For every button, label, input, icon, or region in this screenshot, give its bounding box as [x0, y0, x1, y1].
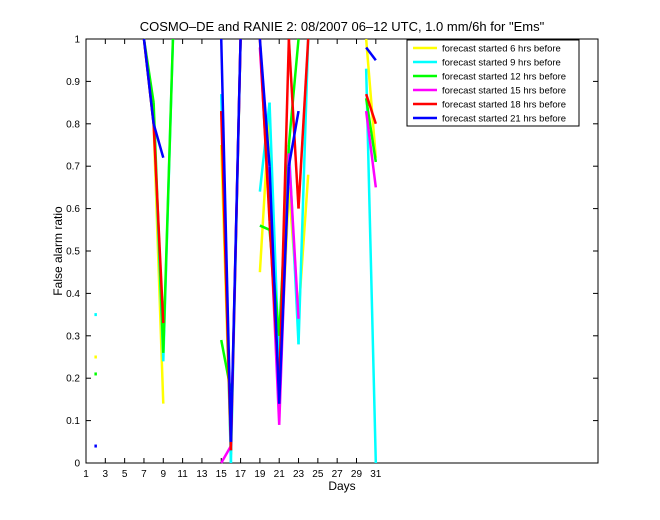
x-tick-label: 9	[161, 469, 167, 480]
legend-box	[406, 39, 580, 127]
x-axis-label: Days	[328, 479, 355, 493]
series-segment	[287, 153, 300, 319]
y-tick-label: 0.4	[66, 289, 80, 300]
legend-label: forecast started 18 hrs before	[442, 100, 566, 111]
series-segment	[152, 123, 165, 159]
x-tick-label: 25	[312, 469, 324, 480]
series-segment	[258, 38, 271, 167]
x-tick-label: 27	[332, 469, 344, 480]
x-tick-label: 21	[274, 469, 286, 480]
x-tick-label: 19	[254, 469, 266, 480]
x-tick-label: 5	[122, 469, 128, 480]
y-tick-label: 0.8	[66, 119, 80, 130]
legend-label: forecast started 9 hrs before	[442, 58, 561, 69]
series-segment	[152, 123, 165, 324]
legend-label: forecast started 6 hrs before	[442, 44, 561, 55]
x-tick-label: 31	[370, 469, 382, 480]
x-tick-label: 11	[177, 469, 188, 480]
series-segment	[277, 38, 291, 391]
series-segment	[219, 38, 233, 442]
x-tick-label: 7	[141, 469, 147, 480]
y-tick-label: 0.3	[66, 331, 80, 342]
series-segment	[297, 38, 310, 209]
series-layer	[94, 38, 378, 464]
x-tick-label: 29	[351, 469, 363, 480]
series-segment	[297, 38, 310, 345]
x-tick-label: 1	[83, 469, 89, 480]
y-tick-label: 0.5	[66, 247, 80, 258]
series-segment	[365, 46, 377, 61]
x-tick-label: 15	[216, 469, 228, 480]
legend: forecast started 6 hrs before forecast st…	[406, 39, 580, 127]
series-segment	[364, 110, 378, 188]
series-segment	[142, 38, 155, 124]
y-axis-label: False alarm ratio	[51, 206, 65, 296]
x-tick-label: 3	[103, 469, 109, 480]
legend-label: forecast started 12 hrs before	[442, 72, 566, 83]
y-tick-label: 0.7	[66, 162, 80, 173]
series-segment	[277, 166, 291, 404]
series-6	[94, 38, 377, 448]
series-segment	[220, 445, 232, 464]
legend-label: forecast started 15 hrs before	[442, 86, 566, 97]
series-segment	[364, 38, 378, 158]
y-tick-label: 0.6	[66, 204, 80, 215]
x-tick-label: 13	[196, 469, 208, 480]
series-segment	[287, 38, 300, 146]
series-segment	[229, 38, 242, 442]
y-tick-label: 0.9	[66, 77, 80, 88]
legend-label: forecast started 21 hrs before	[442, 114, 566, 125]
y-tick-label: 0.1	[66, 416, 80, 427]
chart-title: COSMO–DE and RANIE 2: 08/2007 06–12 UTC,…	[140, 19, 545, 34]
series-segment	[268, 166, 281, 404]
series-segment	[364, 98, 378, 163]
y-axis: 0 0.1 0.2 0.3 0.4 0.5 0.6 0.7 0.8 0.9 1	[66, 35, 598, 470]
y-tick-label: 0	[74, 459, 80, 470]
x-tick-label: 17	[235, 469, 247, 480]
series-segment	[364, 68, 378, 464]
series-segment	[287, 38, 300, 209]
y-tick-label: 1	[74, 35, 80, 46]
series-segment	[259, 224, 271, 231]
y-tick-label: 0.2	[66, 374, 80, 385]
x-tick-label: 23	[293, 469, 305, 480]
series-segment	[287, 110, 300, 167]
series-segment	[364, 93, 377, 125]
series-segment	[162, 38, 175, 353]
